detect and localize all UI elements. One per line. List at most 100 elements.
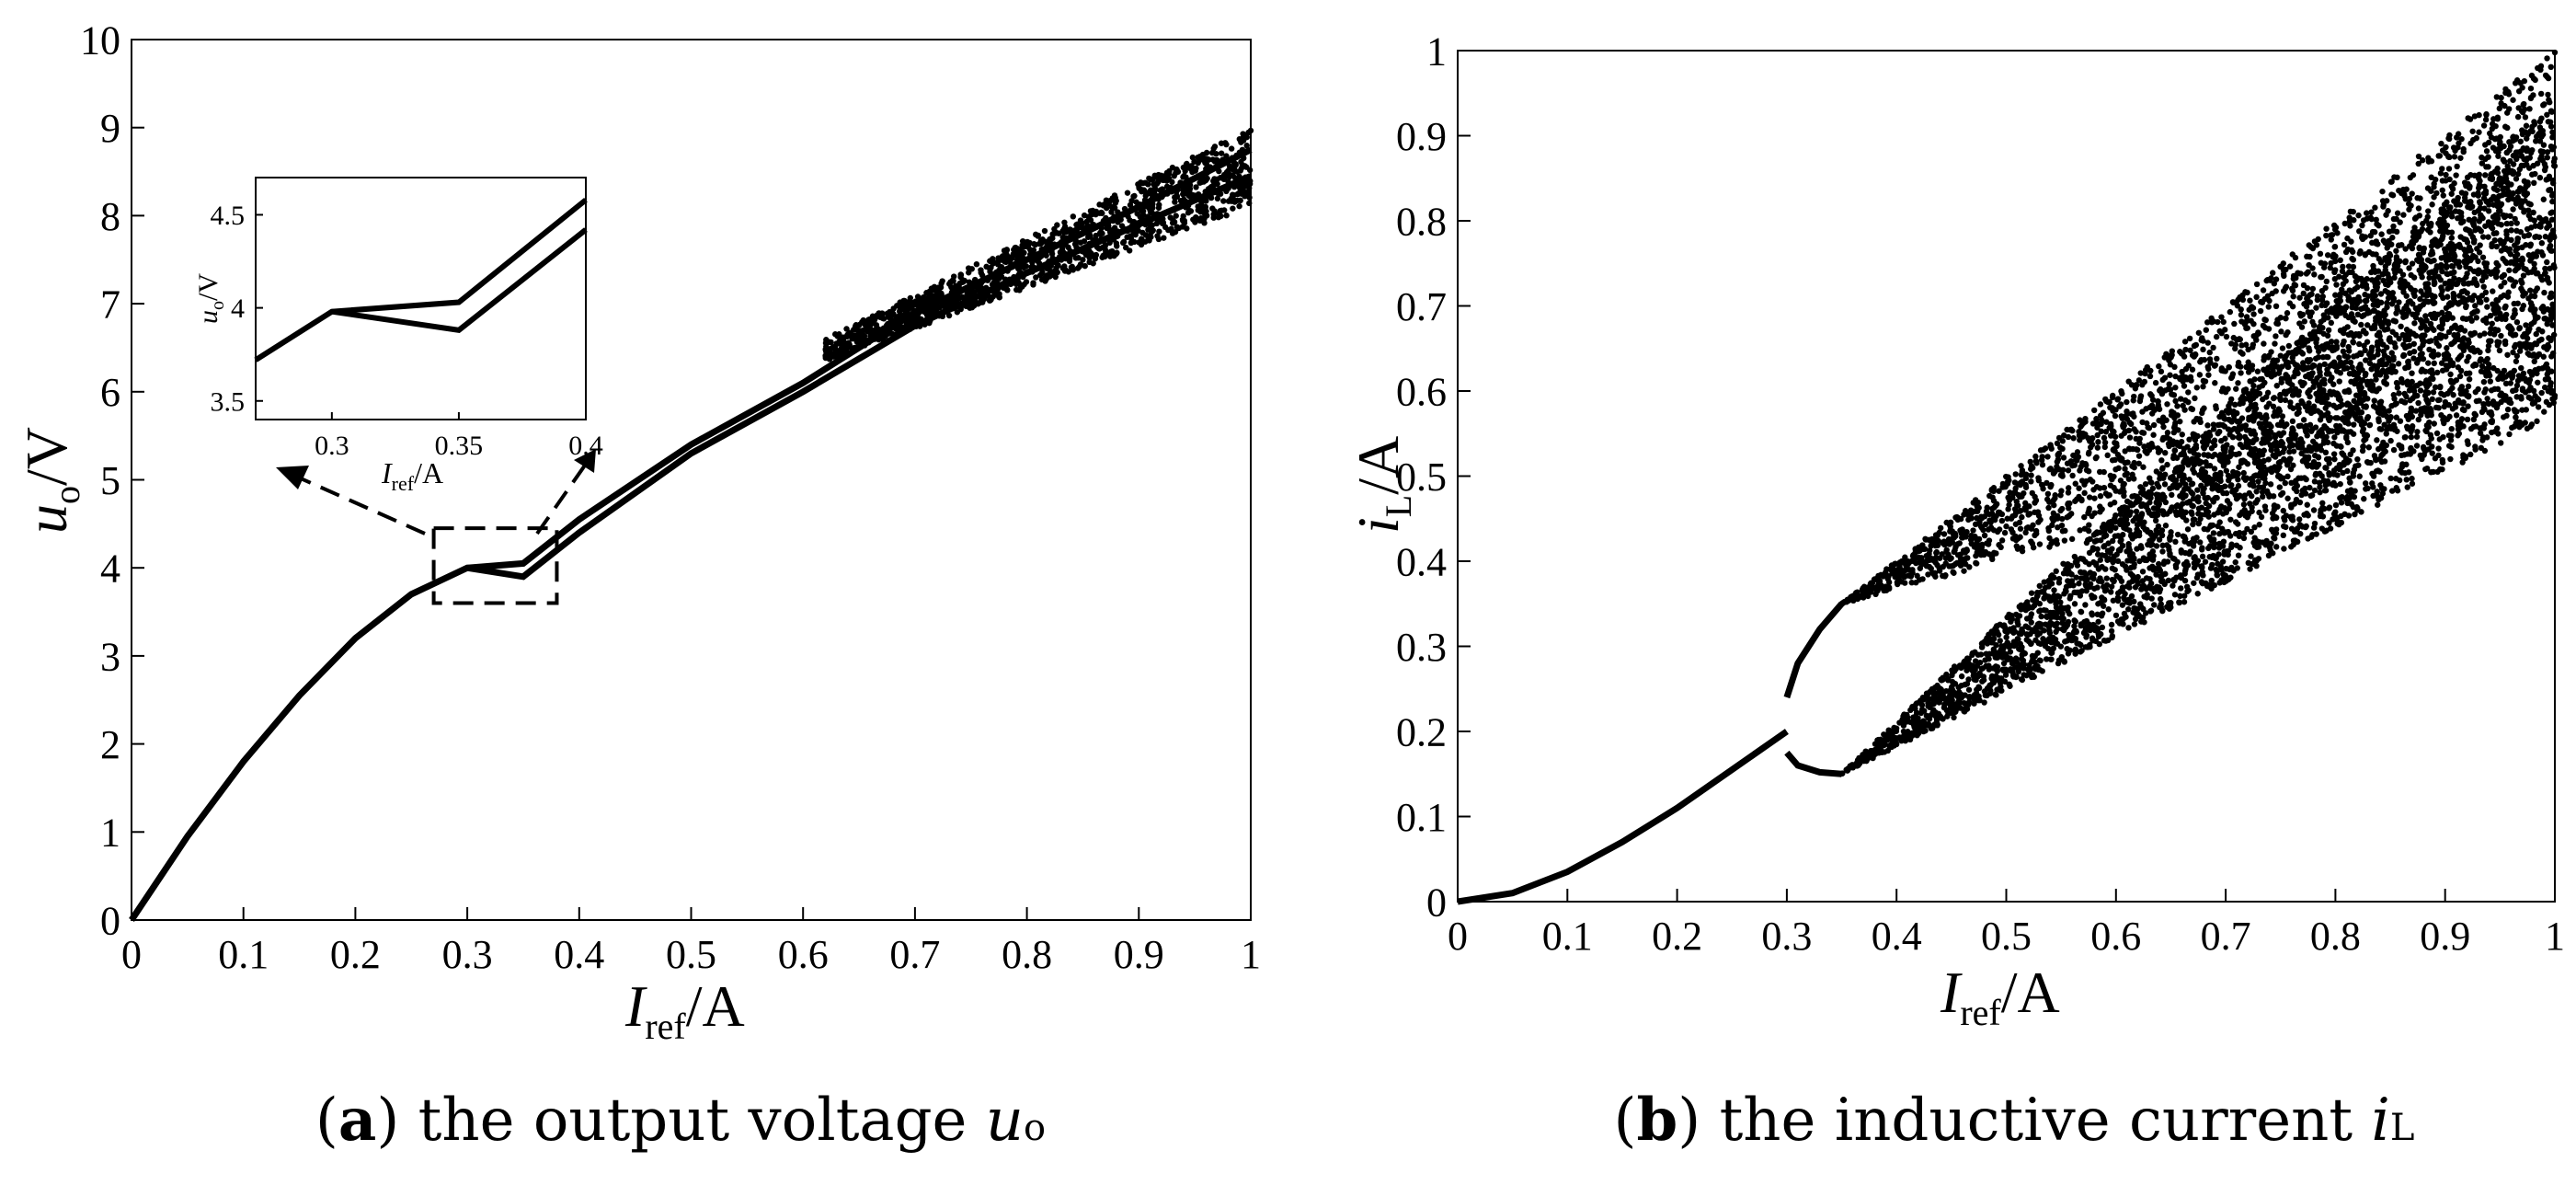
scatter-point bbox=[1150, 227, 1156, 234]
scatter-point bbox=[2076, 485, 2082, 491]
scatter-point bbox=[2116, 489, 2124, 495]
scatter-point bbox=[2315, 236, 2321, 243]
scatter-point bbox=[2011, 512, 2019, 519]
scatter-point bbox=[2235, 380, 2241, 386]
scatter-point bbox=[2498, 247, 2505, 254]
scatter-point bbox=[2157, 447, 2164, 454]
scatter-point bbox=[2223, 333, 2230, 340]
scatter-point bbox=[897, 299, 903, 305]
scatter-point bbox=[2070, 435, 2077, 442]
scatter-point bbox=[1107, 227, 1115, 234]
scatter-point bbox=[2108, 422, 2114, 430]
scatter-point bbox=[1202, 203, 1208, 210]
scatter-point bbox=[975, 286, 981, 293]
scatter-point bbox=[2185, 375, 2192, 382]
scatter-point bbox=[1012, 247, 1019, 255]
scatter-point bbox=[2193, 385, 2200, 391]
scatter-point bbox=[2015, 481, 2021, 488]
scatter-point bbox=[2014, 546, 2021, 552]
scatter-point bbox=[1206, 156, 1212, 163]
scatter-point bbox=[2092, 454, 2100, 462]
scatter-point bbox=[2200, 383, 2206, 390]
scatter-point bbox=[2394, 210, 2401, 216]
scatter-point bbox=[2480, 283, 2487, 290]
scatter-point bbox=[1145, 226, 1151, 233]
scatter-point bbox=[2160, 423, 2167, 431]
scatter-point bbox=[896, 308, 903, 315]
scatter-point bbox=[956, 295, 963, 302]
scatter-point bbox=[2328, 339, 2335, 345]
scatter-point bbox=[1872, 576, 1878, 582]
scatter-point bbox=[1179, 224, 1186, 230]
scatter-point bbox=[2365, 444, 2372, 451]
scatter-point bbox=[1214, 195, 1221, 202]
scatter-point bbox=[2098, 428, 2104, 435]
scatter-point bbox=[2391, 174, 2398, 180]
scatter-point bbox=[2137, 395, 2144, 402]
scatter-point bbox=[2406, 206, 2412, 213]
scatter-point bbox=[1234, 168, 1241, 175]
scatter-point bbox=[1973, 559, 1979, 567]
scatter-point bbox=[908, 305, 914, 311]
scatter-point bbox=[2149, 397, 2157, 403]
scatter-point bbox=[2162, 449, 2169, 456]
scatter-point bbox=[2065, 489, 2072, 496]
scatter-point bbox=[2546, 187, 2552, 193]
scatter-point bbox=[2117, 521, 2124, 528]
scatter-point bbox=[2101, 434, 2108, 442]
a-x-tick-label: 0.1 bbox=[218, 932, 269, 977]
scatter-point bbox=[2319, 293, 2326, 300]
a-x-tick-label: 0.3 bbox=[442, 932, 493, 977]
scatter-point bbox=[2003, 523, 2009, 530]
scatter-point bbox=[2483, 110, 2490, 118]
scatter-point bbox=[2052, 468, 2058, 475]
scatter-point bbox=[2322, 405, 2329, 411]
scatter-point bbox=[1075, 255, 1082, 261]
scatter-point bbox=[1997, 638, 2003, 644]
scatter-point bbox=[2504, 190, 2511, 198]
scatter-point bbox=[2114, 558, 2122, 565]
scatter-point bbox=[2095, 439, 2101, 445]
scatter-point bbox=[2196, 416, 2203, 422]
scatter-point bbox=[2124, 398, 2130, 406]
scatter-point bbox=[1208, 184, 1214, 190]
scatter-point bbox=[2070, 452, 2077, 459]
scatter-point bbox=[2110, 392, 2116, 399]
scatter-point bbox=[2118, 432, 2124, 439]
scatter-point bbox=[1119, 239, 1127, 247]
scatter-point bbox=[1130, 230, 1138, 237]
scatter-point bbox=[2464, 416, 2471, 423]
scatter-point bbox=[2156, 362, 2162, 370]
scatter-point bbox=[2046, 535, 2053, 542]
scatter-point bbox=[1989, 556, 1996, 563]
scatter-point bbox=[1191, 158, 1197, 165]
scatter-point bbox=[2026, 511, 2033, 517]
scatter-point bbox=[1095, 245, 1102, 252]
scatter-point bbox=[2261, 340, 2267, 347]
scatter-point bbox=[2527, 85, 2535, 92]
scatter-point bbox=[901, 303, 909, 309]
scatter-point bbox=[2446, 176, 2453, 183]
scatter-point bbox=[2028, 478, 2034, 485]
scatter-point bbox=[2415, 205, 2422, 212]
scatter-point bbox=[1936, 568, 1943, 574]
scatter-point bbox=[2508, 227, 2514, 234]
scatter-point bbox=[2268, 275, 2274, 282]
scatter-point bbox=[1994, 528, 2001, 535]
scatter-point bbox=[2100, 409, 2107, 416]
scatter-point bbox=[1114, 243, 1120, 249]
scatter-point bbox=[2378, 231, 2385, 237]
scatter-point bbox=[2345, 297, 2352, 304]
scatter-point bbox=[2323, 278, 2330, 285]
inset-x-tick-label: 0.3 bbox=[315, 431, 349, 461]
scatter-point bbox=[887, 315, 894, 322]
scatter-point bbox=[2096, 468, 2103, 476]
scatter-point bbox=[2354, 311, 2362, 318]
scatter-point bbox=[1150, 176, 1156, 183]
scatter-point bbox=[2400, 212, 2407, 218]
scatter-point bbox=[2292, 254, 2299, 261]
scatter-point bbox=[1193, 213, 1199, 221]
scatter-point bbox=[2061, 537, 2068, 544]
a-y-tick-label: 7 bbox=[100, 282, 120, 328]
scatter-point bbox=[2290, 272, 2297, 280]
